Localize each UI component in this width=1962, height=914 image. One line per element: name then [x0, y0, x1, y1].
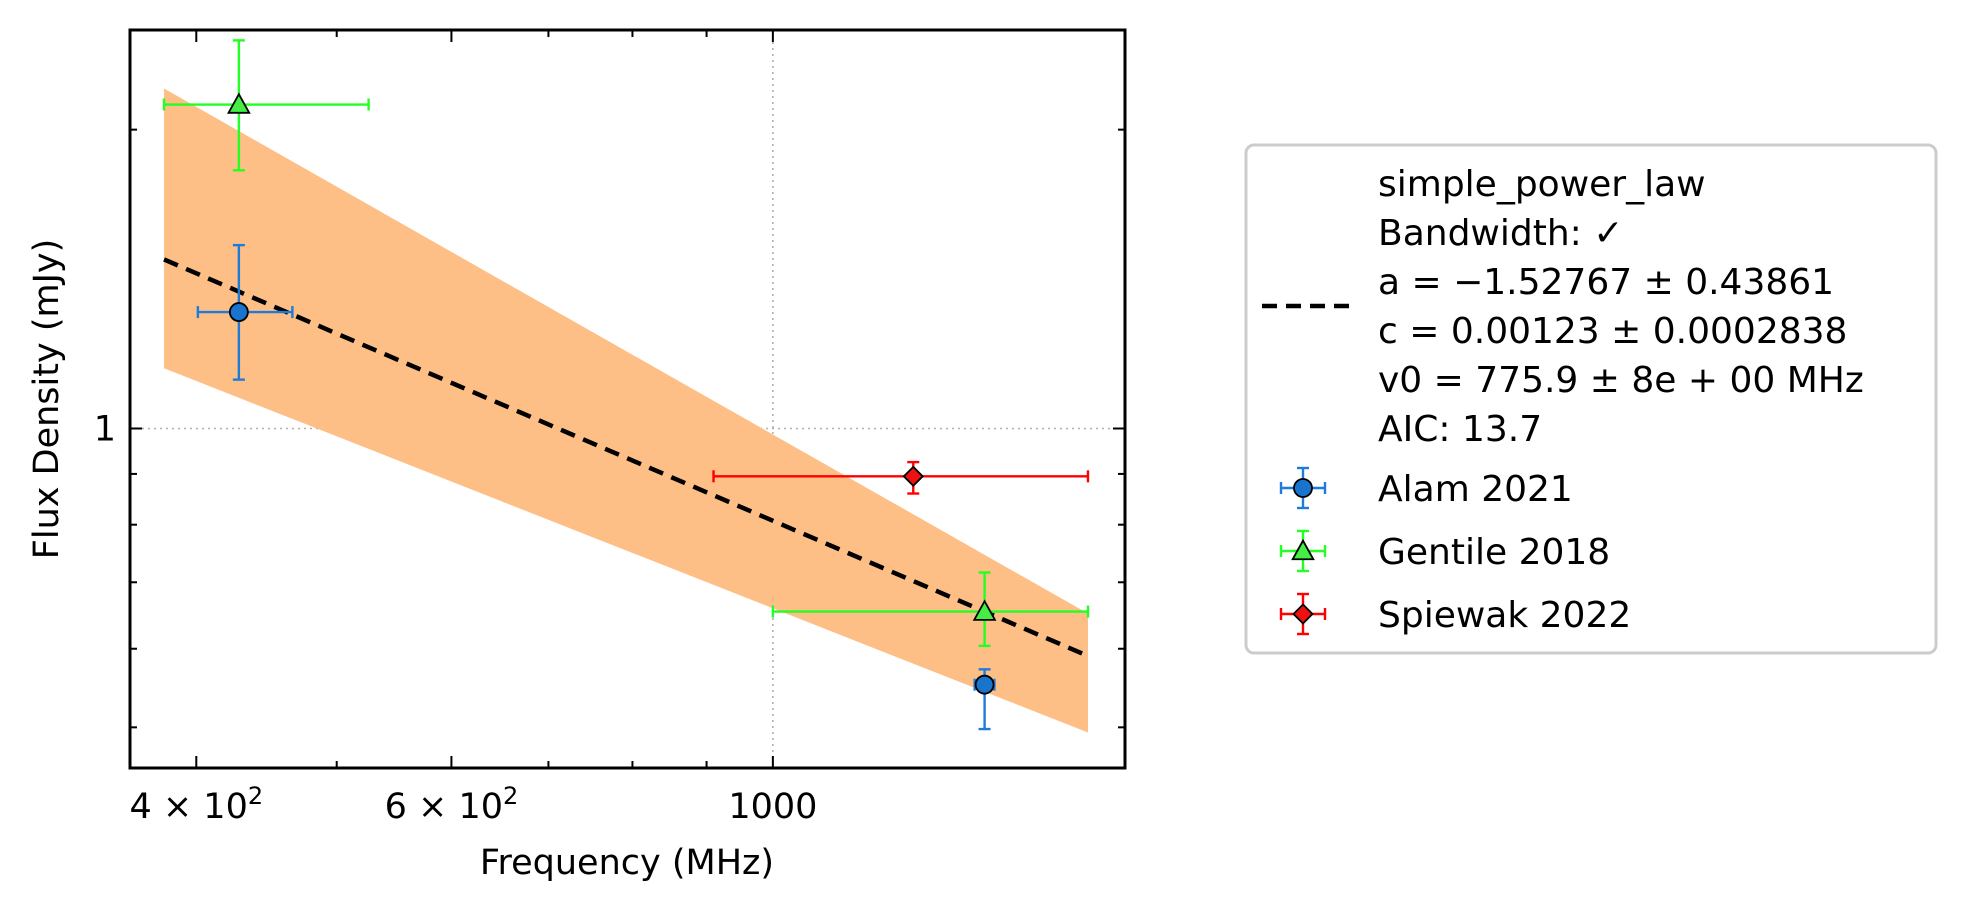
series-gentile-2018: [162, 39, 1090, 648]
fit-band: [164, 88, 1088, 733]
legend-series-entries: Alam 2021 Gentile 2018 Spiewak 2022: [1279, 466, 1631, 636]
x-tick-label: 1000: [728, 787, 817, 827]
x-tick-label: 6 × 102: [385, 782, 519, 827]
legend-fit-label-line: c = 0.00123 ± 0.0002838: [1378, 311, 1847, 352]
legend-fit-label-line: AIC: 13.7: [1378, 409, 1542, 450]
legend-entry-alam-2021: Alam 2021: [1279, 466, 1573, 510]
data-point-marker: [226, 92, 251, 114]
legend-series-label: Alam 2021: [1378, 469, 1573, 510]
ticks: [130, 30, 1125, 768]
legend: simple_power_law Bandwidth: ✓ a = −1.52767…: [1244, 143, 1938, 655]
legend-fit-entry: simple_power_law Bandwidth: ✓ a = −1.52767…: [1262, 164, 1864, 450]
legend-fit-label-line: v0 = 775.9 ± 8e + 00 MHz: [1378, 360, 1864, 401]
legend-series-label: Spiewak 2022: [1378, 595, 1631, 636]
legend-marker: [1292, 603, 1314, 625]
data-point-marker: [972, 599, 997, 621]
series-spiewak-2022: [712, 460, 1090, 495]
legend-marker: [1291, 538, 1315, 561]
series-alam-2021: [196, 243, 996, 731]
x-tick-label: 4 × 102: [129, 782, 263, 827]
legend-marker: [1293, 478, 1313, 498]
legend-fit-label-line: simple_power_law: [1378, 164, 1706, 205]
legend-fit-label-line: Bandwidth: ✓: [1378, 213, 1623, 254]
data-point-marker: [228, 302, 249, 322]
y-axis-title: Flux Density (mJy): [27, 239, 67, 560]
data-point-marker: [974, 674, 995, 695]
data-point-marker: [902, 465, 925, 488]
tick-labels: 4 × 102 6 × 102 1000 1: [94, 409, 818, 827]
legend-box: [1244, 143, 1938, 655]
x-axis-title: Frequency (MHz): [480, 843, 774, 883]
legend-series-label: Gentile 2018: [1378, 532, 1610, 573]
y-tick-label: 1: [94, 409, 116, 449]
legend-entry-gentile-2018: Gentile 2018: [1279, 529, 1610, 573]
grid: [130, 30, 1125, 768]
legend-entry-spiewak-2022: Spiewak 2022: [1279, 592, 1631, 636]
data-points: [162, 39, 1090, 731]
plot-frame: [128, 28, 1127, 770]
fit-confidence-band: [164, 88, 1088, 733]
legend-fit-label-line: a = −1.52767 ± 0.43861: [1378, 262, 1834, 303]
